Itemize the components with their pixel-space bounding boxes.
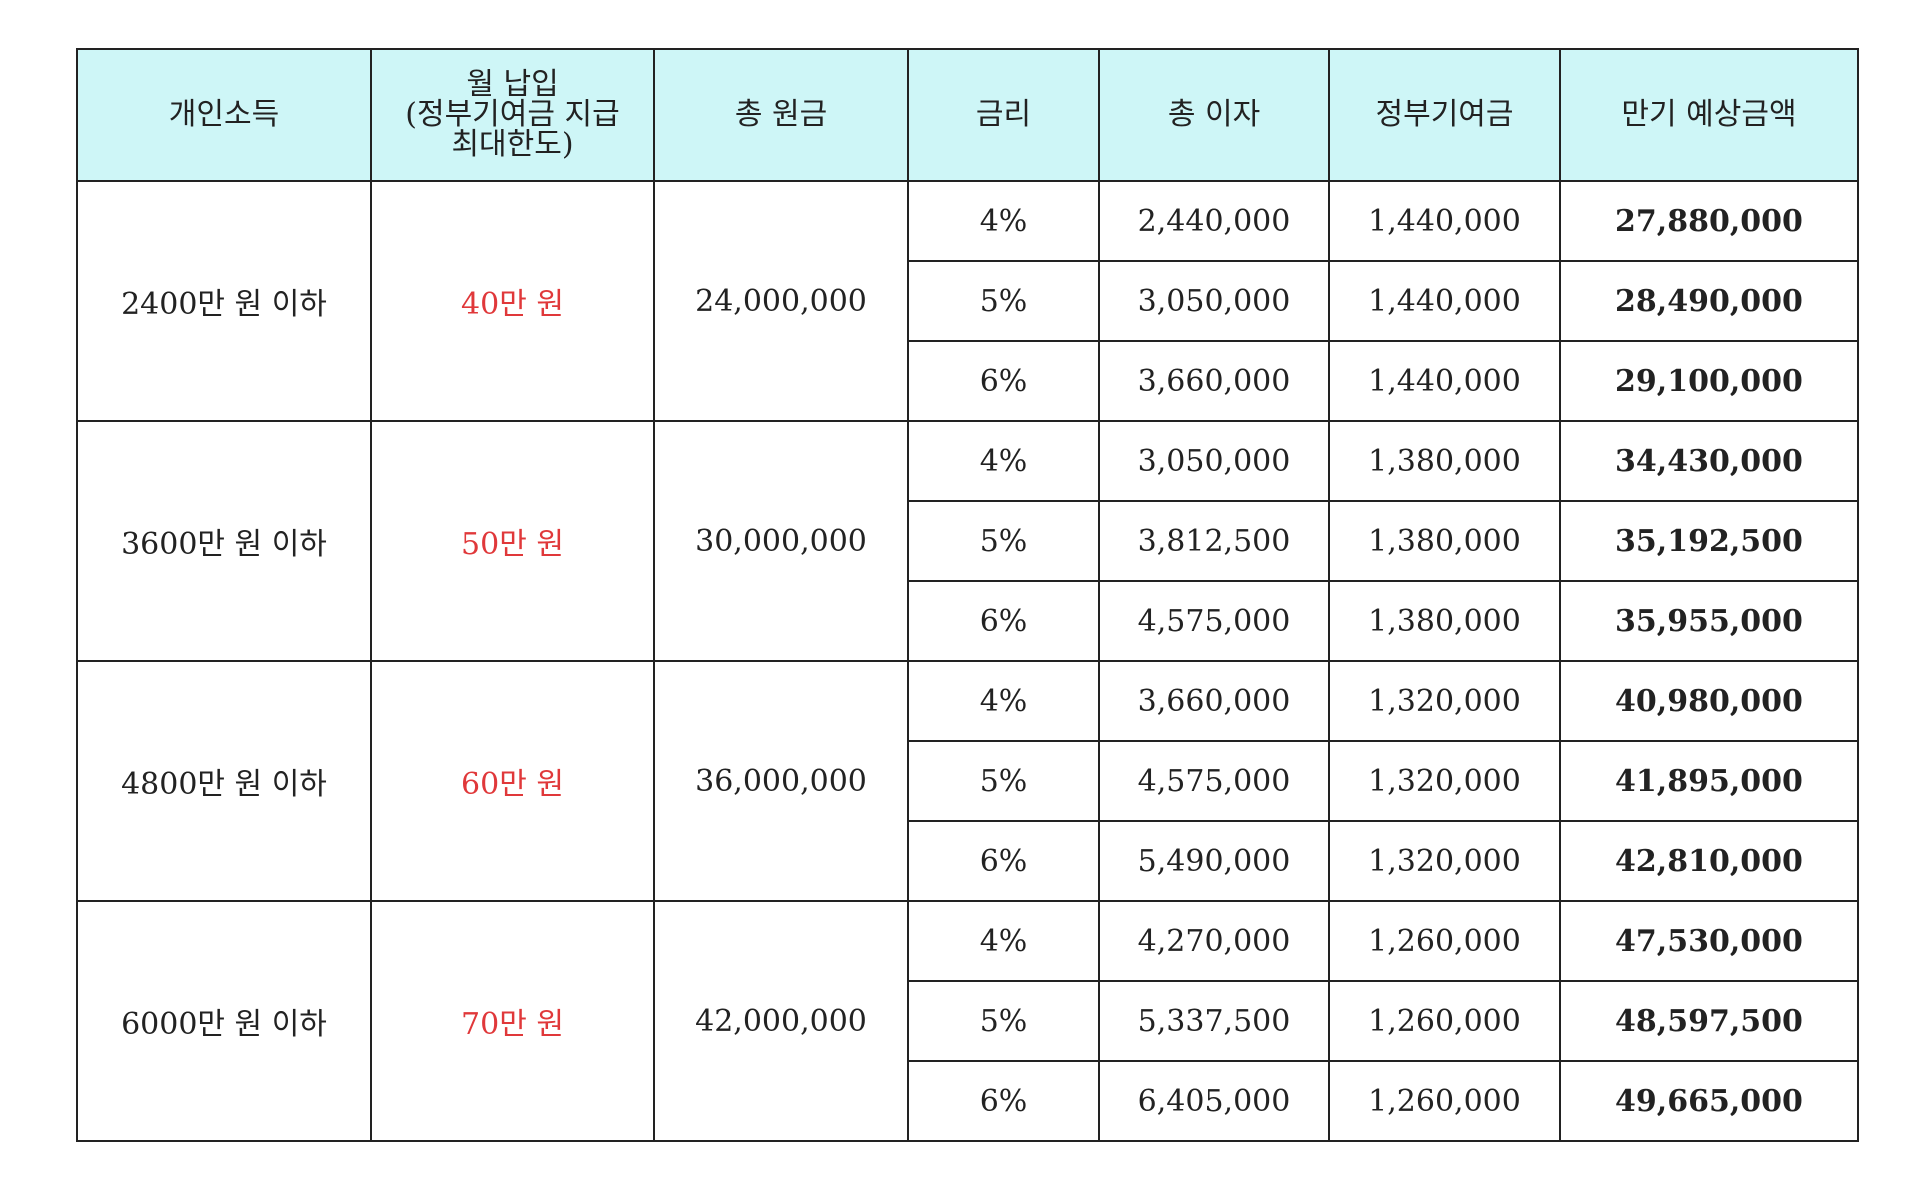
header-row: 개인소득 월 납입 (정부기여금 지급 최대한도) 총 원금 금리 총 이자 정… xyxy=(76,48,1859,182)
rate-cell: 5% xyxy=(907,740,1100,822)
savings-table-container: 개인소득 월 납입 (정부기여금 지급 최대한도) 총 원금 금리 총 이자 정… xyxy=(76,48,1859,1142)
interest-cell: 5,490,000 xyxy=(1098,820,1330,902)
gov-contribution-cell: 1,380,000 xyxy=(1328,500,1561,582)
interest-cell: 6,405,000 xyxy=(1098,1060,1330,1142)
principal-cell: 30,000,000 xyxy=(653,420,909,662)
rate-cell: 4% xyxy=(907,420,1100,502)
table-header: 개인소득 월 납입 (정부기여금 지급 최대한도) 총 원금 금리 총 이자 정… xyxy=(76,48,1859,182)
table-row: 4800만 원 이하 60만 원 36,000,000 4% 3,660,000… xyxy=(76,660,1859,902)
gov-contribution-cell: 1,380,000 xyxy=(1328,420,1561,502)
gov-contribution-cell: 1,440,000 xyxy=(1328,340,1561,422)
interest-cell: 3,660,000 xyxy=(1098,660,1330,742)
rate-cell: 4% xyxy=(907,900,1100,982)
gov-contribution-cell: 1,320,000 xyxy=(1328,660,1561,742)
maturity-cell: 42,810,000 xyxy=(1559,820,1859,902)
rate-cell: 6% xyxy=(907,1060,1100,1142)
table-row: 5% 3,050,000 1,440,000 28,490,000 xyxy=(77,260,1859,342)
maturity-cell: 47,530,000 xyxy=(1559,900,1859,982)
maturity-cell: 41,895,000 xyxy=(1559,740,1859,822)
header-maturity: 만기 예상금액 xyxy=(1559,48,1859,182)
gov-contribution-cell: 1,440,000 xyxy=(1328,180,1561,262)
monthly-payment-cell: 50만 원 xyxy=(370,420,655,662)
rate-cell: 5% xyxy=(907,980,1100,1062)
savings-maturity-table: 개인소득 월 납입 (정부기여금 지급 최대한도) 총 원금 금리 총 이자 정… xyxy=(76,48,1859,1142)
table-row: 2400만 원 이하 40만 원 24,000,000 4% 2,440,000… xyxy=(76,180,1859,422)
interest-cell: 5,337,500 xyxy=(1098,980,1330,1062)
rate-cell: 5% xyxy=(907,260,1100,342)
table-row: 5% 4,575,000 1,320,000 41,895,000 xyxy=(77,740,1859,822)
rate-cell: 4% xyxy=(907,660,1100,742)
principal-cell: 24,000,000 xyxy=(653,180,909,422)
gov-contribution-cell: 1,320,000 xyxy=(1328,740,1561,822)
maturity-cell: 35,192,500 xyxy=(1559,500,1859,582)
header-monthly-line3: 최대한도) xyxy=(451,127,574,162)
interest-cell: 3,050,000 xyxy=(1098,420,1330,502)
maturity-cell: 29,100,000 xyxy=(1559,340,1859,422)
header-income: 개인소득 xyxy=(76,48,372,182)
table-row: 6000만 원 이하 70만 원 42,000,000 4% 4,270,000… xyxy=(76,900,1859,1142)
income-cell: 6000만 원 이하 xyxy=(76,900,372,1142)
rate-cell: 6% xyxy=(907,340,1100,422)
gov-contribution-cell: 1,260,000 xyxy=(1328,900,1561,982)
header-interest: 총 이자 xyxy=(1098,48,1330,182)
maturity-cell: 34,430,000 xyxy=(1559,420,1859,502)
header-principal: 총 원금 xyxy=(653,48,909,182)
monthly-payment-cell: 40만 원 xyxy=(370,180,655,422)
gov-contribution-cell: 1,260,000 xyxy=(1328,1060,1561,1142)
maturity-cell: 40,980,000 xyxy=(1559,660,1859,742)
gov-contribution-cell: 1,320,000 xyxy=(1328,820,1561,902)
table-row: 5% 5,337,500 1,260,000 48,597,500 xyxy=(77,980,1859,1062)
rate-cell: 5% xyxy=(907,500,1100,582)
table-body: 2400만 원 이하 40만 원 24,000,000 4% 2,440,000… xyxy=(76,180,1859,1142)
gov-contribution-cell: 1,440,000 xyxy=(1328,260,1561,342)
principal-cell: 36,000,000 xyxy=(653,660,909,902)
table-row: 6% 5,490,000 1,320,000 42,810,000 xyxy=(77,820,1859,902)
interest-cell: 2,440,000 xyxy=(1098,180,1330,262)
interest-cell: 3,050,000 xyxy=(1098,260,1330,342)
maturity-cell: 49,665,000 xyxy=(1559,1060,1859,1142)
maturity-cell: 28,490,000 xyxy=(1559,260,1859,342)
maturity-cell: 27,880,000 xyxy=(1559,180,1859,262)
gov-contribution-cell: 1,260,000 xyxy=(1328,980,1561,1062)
header-monthly-line1: 월 납입 xyxy=(466,67,559,102)
header-gov-contribution: 정부기여금 xyxy=(1328,48,1561,182)
monthly-payment-cell: 70만 원 xyxy=(370,900,655,1142)
maturity-cell: 48,597,500 xyxy=(1559,980,1859,1062)
interest-cell: 4,575,000 xyxy=(1098,740,1330,822)
interest-cell: 4,270,000 xyxy=(1098,900,1330,982)
header-monthly-payment: 월 납입 (정부기여금 지급 최대한도) xyxy=(370,48,655,182)
monthly-payment-cell: 60만 원 xyxy=(370,660,655,902)
header-rate: 금리 xyxy=(907,48,1100,182)
income-cell: 4800만 원 이하 xyxy=(76,660,372,902)
interest-cell: 4,575,000 xyxy=(1098,580,1330,662)
income-cell: 2400만 원 이하 xyxy=(76,180,372,422)
table-row: 5% 3,812,500 1,380,000 35,192,500 xyxy=(77,500,1859,582)
table-row: 6% 6,405,000 1,260,000 49,665,000 xyxy=(77,1060,1859,1142)
interest-cell: 3,660,000 xyxy=(1098,340,1330,422)
maturity-cell: 35,955,000 xyxy=(1559,580,1859,662)
rate-cell: 4% xyxy=(907,180,1100,262)
rate-cell: 6% xyxy=(907,820,1100,902)
table-row: 6% 4,575,000 1,380,000 35,955,000 xyxy=(77,580,1859,662)
table-row: 3600만 원 이하 50만 원 30,000,000 4% 3,050,000… xyxy=(76,420,1859,662)
income-cell: 3600만 원 이하 xyxy=(76,420,372,662)
gov-contribution-cell: 1,380,000 xyxy=(1328,580,1561,662)
table-row: 6% 3,660,000 1,440,000 29,100,000 xyxy=(77,340,1859,422)
principal-cell: 42,000,000 xyxy=(653,900,909,1142)
header-monthly-line2: (정부기여금 지급 xyxy=(405,97,620,132)
rate-cell: 6% xyxy=(907,580,1100,662)
interest-cell: 3,812,500 xyxy=(1098,500,1330,582)
